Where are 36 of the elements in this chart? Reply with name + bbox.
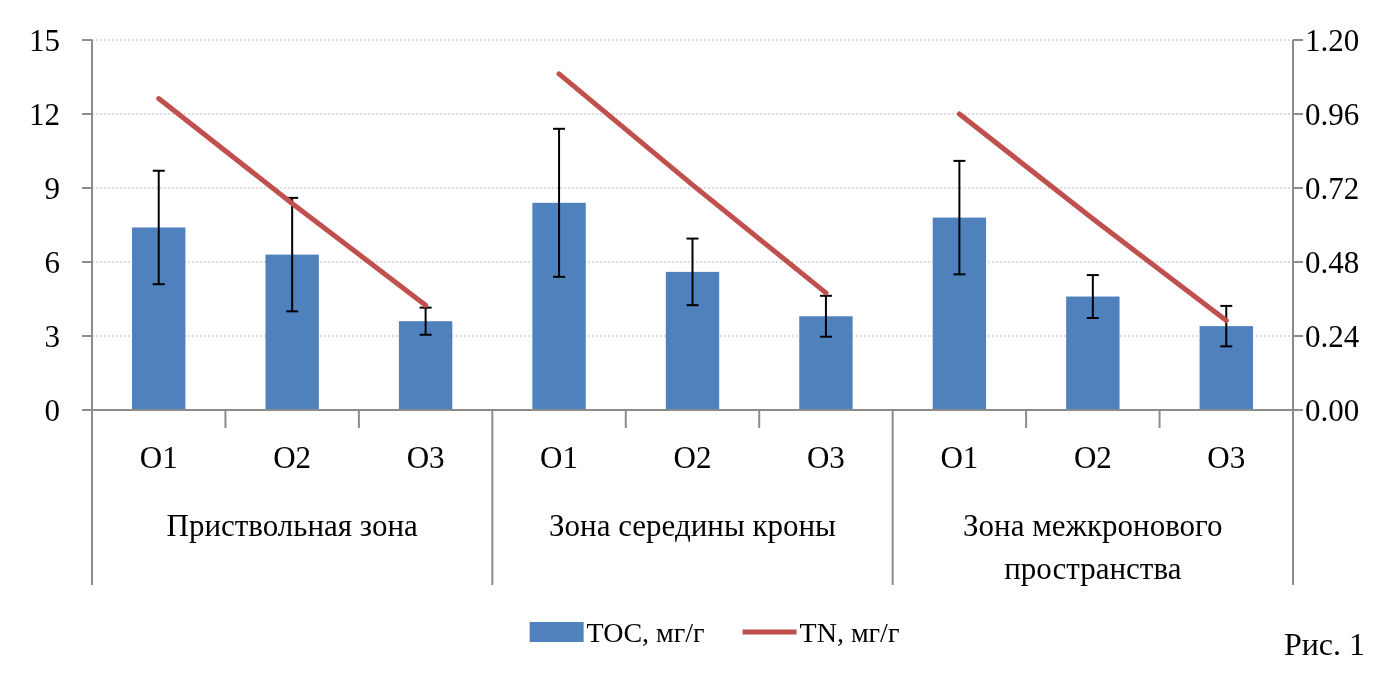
x-tick-label: O1 — [540, 439, 578, 475]
legend-label: TN, мг/г — [799, 616, 900, 648]
text: Приствольная зона — [166, 507, 418, 543]
y-tick-label: 0 — [44, 392, 60, 428]
legend-label: TOC, мг/г — [586, 616, 705, 648]
y2-tick-label: 0.96 — [1305, 96, 1360, 132]
y2-tick-label: 0.00 — [1305, 392, 1360, 428]
x-tick-label: O2 — [273, 439, 312, 475]
bar — [1066, 296, 1120, 410]
bar — [1199, 326, 1253, 410]
text: Рис. 1 — [1283, 626, 1365, 662]
y-tick-label: 12 — [29, 96, 60, 132]
text: Зона середины кроны — [549, 507, 837, 543]
x-tick-label: O3 — [406, 439, 445, 475]
y-tick-label: 15 — [29, 22, 60, 58]
y2-tick-label: 1.20 — [1305, 22, 1360, 58]
x-tick-label: O2 — [673, 439, 712, 475]
bar — [665, 271, 720, 410]
x-tick-label: O3 — [807, 439, 845, 475]
bar — [532, 202, 586, 410]
x-tick-label: O1 — [940, 439, 979, 475]
y-tick-label: 9 — [44, 170, 60, 206]
y-tick-label: 3 — [44, 318, 60, 354]
bar — [265, 254, 319, 410]
x-tick-label: O3 — [1207, 439, 1246, 475]
bar — [799, 316, 853, 410]
y2-tick-label: 0.24 — [1305, 318, 1360, 354]
bar — [398, 321, 453, 410]
x-tick-label: O2 — [1073, 439, 1112, 475]
y-tick-label: 6 — [44, 244, 60, 280]
bar — [132, 227, 186, 410]
x-tick-label: O1 — [139, 439, 178, 475]
text: Зона межкронового пространства — [963, 507, 1223, 586]
y2-tick-label: 0.48 — [1305, 244, 1360, 280]
bar — [932, 217, 987, 410]
y2-tick-label: 0.72 — [1305, 170, 1360, 206]
